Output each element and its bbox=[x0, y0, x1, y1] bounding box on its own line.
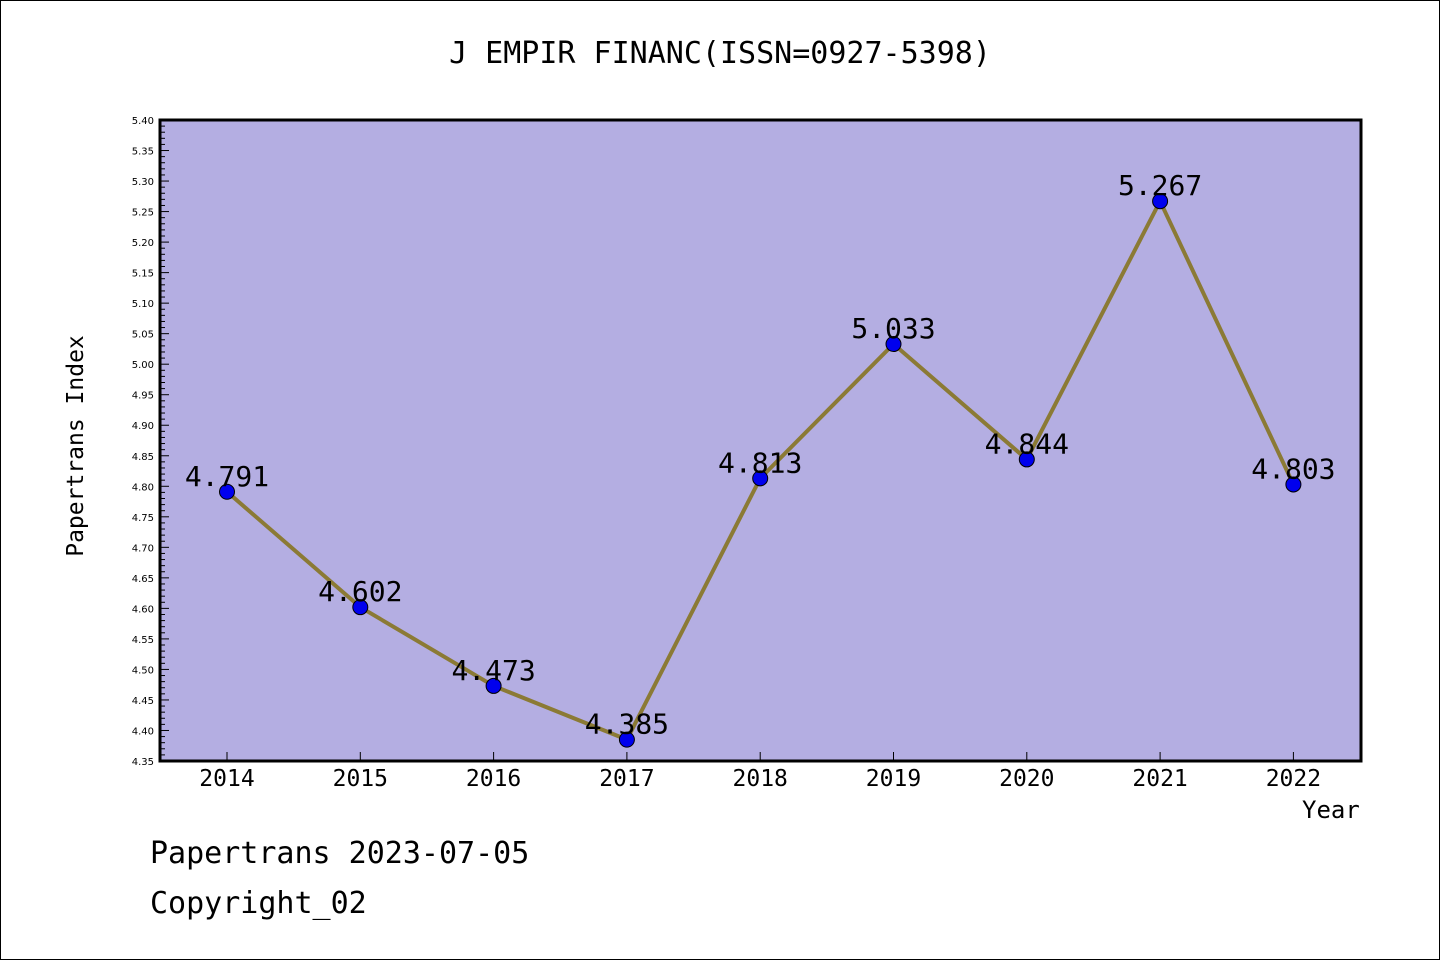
x-tick-label: 2015 bbox=[333, 766, 388, 792]
y-tick-label: 4.50 bbox=[132, 665, 154, 676]
y-tick-label: 4.95 bbox=[132, 391, 154, 402]
data-value-label: 5.033 bbox=[851, 312, 935, 345]
y-tick-label: 4.60 bbox=[132, 604, 154, 615]
y-tick-label: 5.40 bbox=[132, 116, 154, 127]
plot-area bbox=[158, 118, 1363, 763]
x-tick-label: 2014 bbox=[199, 766, 254, 792]
data-value-label: 4.844 bbox=[985, 427, 1069, 460]
y-tick-label: 4.70 bbox=[132, 543, 154, 554]
y-tick-label: 4.65 bbox=[132, 574, 154, 585]
data-value-label: 4.385 bbox=[585, 708, 669, 741]
x-tick-label: 2017 bbox=[599, 766, 654, 792]
y-tick-label: 5.20 bbox=[132, 238, 154, 249]
y-tick-label: 5.10 bbox=[132, 299, 154, 310]
x-tick-label: 2018 bbox=[733, 766, 788, 792]
footer-copyright-text: Copyright_02 bbox=[150, 886, 367, 921]
y-tick-label: 4.55 bbox=[132, 635, 154, 646]
x-axis-ticks: 2014 2015 2016 2017 2018 2019 2020 2021 2022 bbox=[199, 752, 1321, 792]
y-tick-label: 4.75 bbox=[132, 513, 154, 524]
y-tick-label: 5.25 bbox=[132, 208, 154, 219]
data-point-marker bbox=[352, 599, 369, 616]
data-point-marker bbox=[752, 470, 769, 487]
data-value-label: 4.803 bbox=[1251, 452, 1335, 485]
chart-title: J EMPIR FINANC(ISSN=0927-5398) bbox=[449, 36, 991, 71]
y-tick-label: 4.80 bbox=[132, 482, 154, 493]
data-point-marker bbox=[885, 336, 902, 353]
y-tick-label: 5.15 bbox=[132, 269, 154, 280]
y-tick-label: 4.85 bbox=[132, 452, 154, 463]
data-point-marker bbox=[618, 731, 635, 748]
x-tick-label: 2020 bbox=[999, 766, 1054, 792]
data-labels: 4.791 4.602 4.473 4.385 4.813 5.033 4.844 5.267… bbox=[185, 169, 1336, 740]
y-tick-label: 4.90 bbox=[132, 421, 154, 432]
x-tick-label: 2016 bbox=[466, 766, 521, 792]
data-value-label: 5.267 bbox=[1118, 169, 1202, 202]
y-tick-label: 5.30 bbox=[132, 177, 154, 188]
y-tick-label: 5.00 bbox=[132, 360, 154, 371]
y-tick-label: 5.35 bbox=[132, 147, 154, 158]
x-tick-label: 2021 bbox=[1132, 766, 1187, 792]
x-tick-label: 2022 bbox=[1266, 766, 1321, 792]
y-axis-ticks: 4.35 4.40 4.45 4.50 4.55 4.60 4.65 4.70 4.75 4.80… bbox=[132, 116, 169, 768]
data-point-marker bbox=[1285, 476, 1302, 493]
data-point-marker bbox=[1018, 451, 1035, 468]
y-tick-label: 4.45 bbox=[132, 696, 154, 707]
footer-date-text: Papertrans 2023-07-05 bbox=[150, 836, 530, 871]
data-point-marker bbox=[1152, 193, 1169, 210]
x-axis-label: Year bbox=[1302, 796, 1360, 824]
data-point-marker bbox=[485, 677, 502, 694]
data-markers bbox=[219, 193, 1302, 748]
data-value-label: 4.602 bbox=[318, 575, 402, 608]
y-tick-label: 4.35 bbox=[132, 757, 154, 768]
data-value-label: 4.473 bbox=[451, 654, 535, 687]
y-tick-label: 5.05 bbox=[132, 330, 154, 341]
y-tick-label: 4.40 bbox=[132, 726, 154, 737]
data-point-marker bbox=[219, 483, 235, 500]
data-value-label: 4.813 bbox=[718, 446, 802, 479]
x-tick-label: 2019 bbox=[866, 766, 921, 792]
data-value-label: 4.791 bbox=[185, 460, 269, 493]
